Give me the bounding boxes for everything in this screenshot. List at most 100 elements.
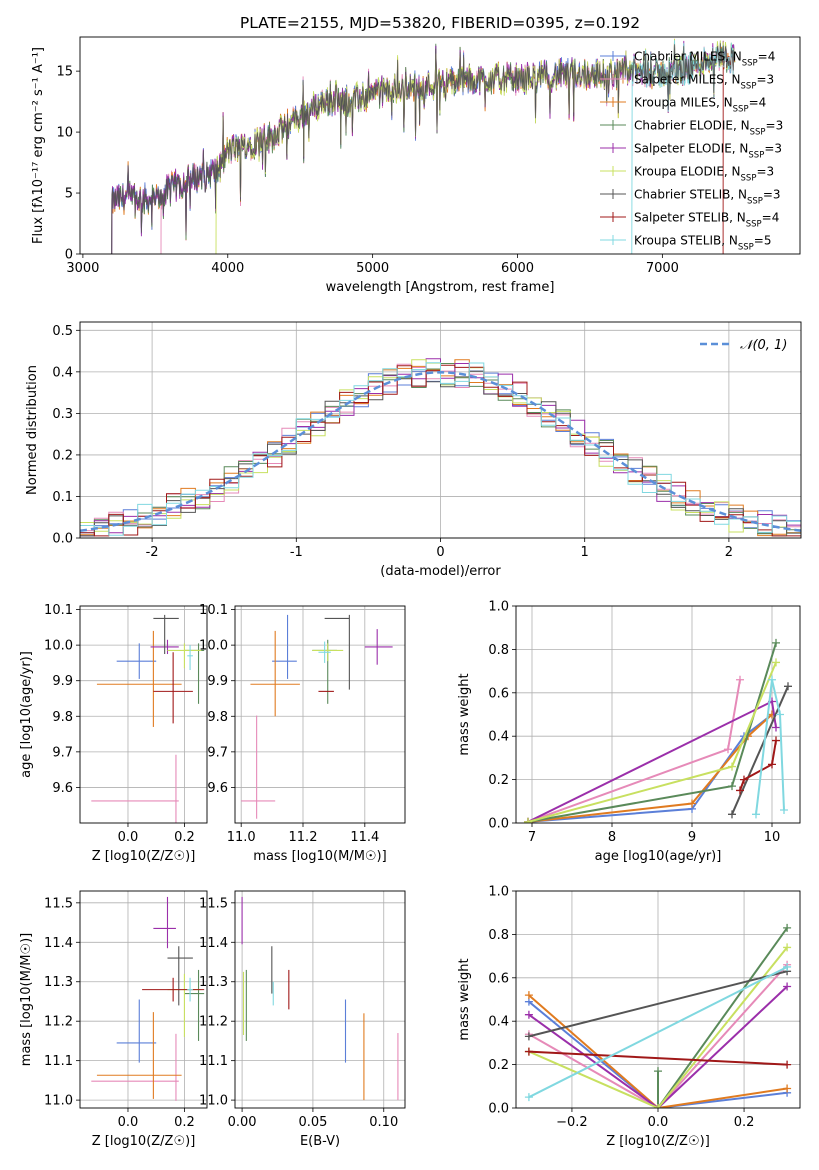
x-axis-label: E(B-V) bbox=[300, 1134, 340, 1149]
weight-marker bbox=[524, 817, 532, 823]
y-tick-label: 1.0 bbox=[488, 600, 509, 615]
mass-vs-ebv-panel: 0.00 0.05 0.10 11.0 11.1 11.2 11.3 11.4 11.5 E(B-… bbox=[199, 890, 406, 1149]
y-axis-label: mass [log10(M/M☉)] bbox=[19, 933, 34, 1066]
weight-marker bbox=[736, 786, 744, 795]
legend-label-kroupa-stelib: Kroupa STELIB, NSSP=5 bbox=[634, 234, 772, 253]
weight-marker bbox=[776, 710, 784, 719]
x-tick-label: 6000 bbox=[501, 261, 534, 276]
weight-marker bbox=[772, 658, 780, 667]
x-tick-label: 5000 bbox=[356, 261, 389, 276]
x-tick-label: 0.2 bbox=[174, 830, 195, 845]
y-tick-label: 0 bbox=[65, 248, 73, 263]
y-tick-label: 11.5 bbox=[199, 896, 228, 911]
frame: 3000 4000 5000 6000 7000 0 5 10 15 wavelength [An… bbox=[31, 36, 801, 295]
y-tick-label: 0.2 bbox=[52, 448, 73, 463]
weight-marker bbox=[768, 675, 776, 684]
legend-label-salpeter-miles: Salpeter MILES, NSSP=3 bbox=[634, 73, 774, 92]
axes-frame bbox=[515, 605, 801, 824]
x-tick-label: 0.2 bbox=[174, 1115, 195, 1130]
y-tick-label: 0.0 bbox=[52, 532, 73, 547]
x-axis-label: age [log10(age/yr)] bbox=[595, 849, 722, 864]
axes-frame bbox=[234, 605, 406, 824]
y-tick-label: 0.8 bbox=[488, 928, 509, 943]
weight-marker bbox=[783, 1084, 792, 1093]
y-tick-label: 10.0 bbox=[199, 639, 228, 654]
weight-marker bbox=[524, 1093, 533, 1102]
y-tick-label: 9.6 bbox=[207, 781, 228, 796]
y-tick-label: 9.9 bbox=[207, 674, 228, 689]
weight-marker bbox=[728, 782, 736, 791]
weight-marker bbox=[783, 982, 792, 991]
x-tick-label: 4000 bbox=[211, 261, 244, 276]
weight-line-chabrier-miles bbox=[528, 1000, 788, 1108]
y-tick-label: 10.0 bbox=[44, 639, 73, 654]
figure-title: PLATE=2155, MJD=53820, FIBERID=0395, z=0… bbox=[240, 14, 640, 32]
y-axis-label: Normed distribution bbox=[25, 365, 40, 495]
weight-marker bbox=[752, 810, 760, 819]
y-tick-label: 0.5 bbox=[52, 324, 73, 339]
weight-line-salpeter-miles bbox=[527, 679, 741, 823]
axes-frame bbox=[79, 605, 208, 824]
x-tick-label: 3000 bbox=[66, 261, 99, 276]
weight-marker bbox=[783, 923, 792, 932]
weight-line-kroupa-miles bbox=[528, 994, 788, 1108]
x-tick-label: -1 bbox=[290, 545, 303, 560]
x-tick-label: 2 bbox=[725, 545, 733, 560]
weight-marker bbox=[783, 962, 792, 971]
weight-line-salpeter-elodie bbox=[528, 985, 788, 1108]
y-tick-label: 11.2 bbox=[199, 1015, 228, 1030]
grid bbox=[235, 606, 405, 823]
weight-marker bbox=[772, 638, 780, 647]
axes-frame bbox=[79, 321, 802, 539]
weight-vs-metallicity-panel: −0.2 0.0 0.2 0.0 0.2 0.4 0.6 0.8 1.0 Z [log10(Z/Z… bbox=[457, 885, 801, 1149]
weight-marker bbox=[780, 805, 788, 814]
y-axis-label: Flux [fλ10⁻¹⁷ erg cm⁻² s⁻¹ A⁻¹] bbox=[31, 47, 46, 244]
x-tick-label: 0.2 bbox=[734, 1115, 755, 1130]
weight-marker bbox=[654, 1104, 662, 1108]
plot-area bbox=[80, 358, 801, 537]
plot-area bbox=[241, 614, 393, 819]
weight-marker bbox=[524, 1032, 533, 1041]
y-axis-label: age [log10(age/yr)] bbox=[19, 651, 34, 778]
y-tick-label: 9.9 bbox=[52, 674, 73, 689]
frame: 0.0 0.2 11.0 11.1 11.2 11.3 11.4 11.5 Z [log10(Z… bbox=[19, 890, 208, 1149]
weight-marker bbox=[736, 675, 744, 684]
weight-marker bbox=[740, 775, 748, 784]
weight-line-chabrier-elodie bbox=[527, 642, 777, 823]
weight-line-chabrier-stelib bbox=[528, 970, 788, 1038]
legend-label-chabrier-stelib: Chabrier STELIB, NSSP=3 bbox=[634, 188, 781, 207]
plot-area bbox=[241, 896, 399, 1101]
weight-line-chabrier-stelib bbox=[731, 685, 789, 815]
y-axis-label: mass weight bbox=[457, 958, 472, 1040]
weight-marker bbox=[524, 1010, 533, 1019]
y-tick-label: 0.2 bbox=[488, 1058, 509, 1073]
gaussian-curve bbox=[80, 371, 801, 532]
x-tick-label: 8 bbox=[608, 830, 616, 845]
x-tick-label: 0.10 bbox=[369, 1115, 398, 1130]
frame: -2 -1 0 1 2 0.0 0.1 0.2 0.3 0.4 0.5 (data-model)/er… bbox=[25, 321, 802, 579]
y-tick-label: 1.0 bbox=[488, 885, 509, 900]
x-tick-label: 11.4 bbox=[350, 830, 379, 845]
weight-marker bbox=[772, 736, 780, 745]
weight-marker bbox=[524, 991, 533, 1000]
x-axis-label: Z [log10(Z/Z☉)] bbox=[606, 1134, 710, 1149]
y-tick-label: 9.8 bbox=[207, 710, 228, 725]
x-axis-label: (data-model)/error bbox=[380, 564, 501, 579]
y-tick-label: 11.4 bbox=[199, 936, 228, 951]
weight-line-kroupa-elodie bbox=[528, 946, 788, 1108]
y-tick-label: 5 bbox=[65, 187, 73, 202]
grid bbox=[235, 891, 405, 1108]
x-tick-label: 0.0 bbox=[118, 830, 139, 845]
axes-frame bbox=[234, 890, 406, 1109]
x-tick-label: −0.2 bbox=[556, 1115, 588, 1130]
frame: 11.0 11.2 11.4 9.6 9.7 9.8 9.9 10.0 10.1 mass [lo… bbox=[199, 603, 406, 864]
weight-marker bbox=[654, 1067, 662, 1076]
y-tick-label: 11.4 bbox=[44, 936, 73, 951]
x-tick-label: 7000 bbox=[646, 261, 679, 276]
grid bbox=[80, 606, 207, 823]
x-tick-label: 0.0 bbox=[118, 1115, 139, 1130]
y-tick-label: 15 bbox=[56, 65, 73, 80]
y-tick-label: 0.4 bbox=[488, 730, 509, 745]
plot-area bbox=[91, 614, 205, 823]
